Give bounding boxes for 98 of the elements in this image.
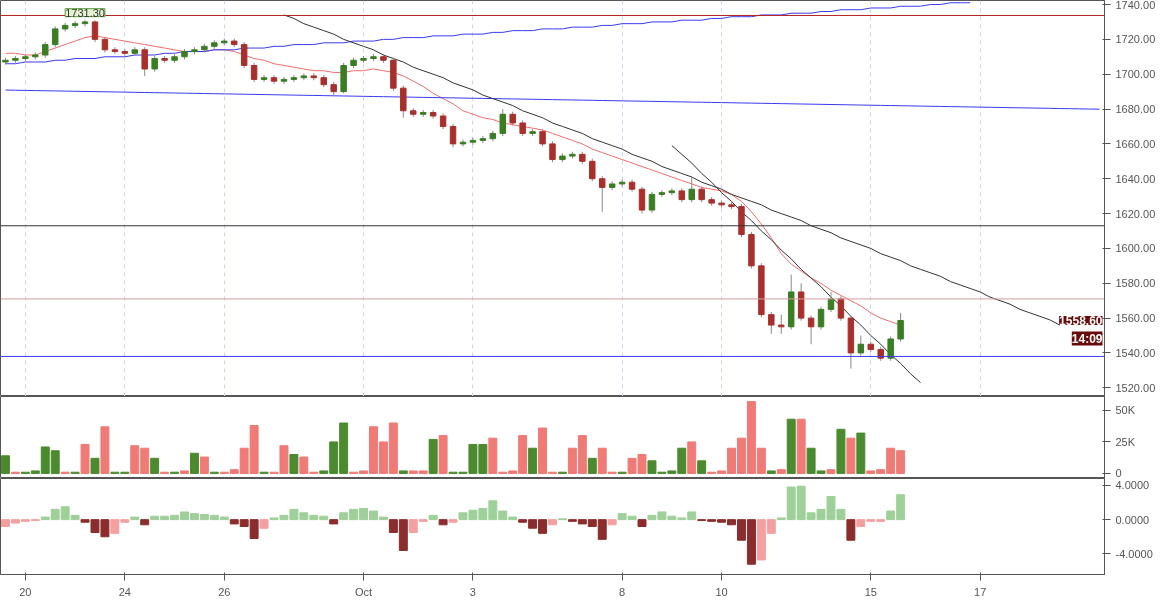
bar (796, 418, 806, 474)
candlestick (260, 74, 268, 83)
bar (189, 452, 199, 474)
y-tick-label: 0.0000 (1115, 513, 1150, 526)
bar (766, 470, 776, 474)
bar (438, 435, 448, 474)
bar (289, 454, 299, 474)
bar (528, 447, 538, 474)
bar (180, 470, 189, 474)
bar (428, 438, 438, 474)
candlestick (499, 108, 507, 137)
bar (329, 519, 339, 525)
x-tick-label: 15 (864, 585, 877, 598)
candlestick (91, 19, 99, 43)
candlestick (598, 175, 606, 213)
bar (687, 441, 697, 474)
candlestick (71, 20, 79, 29)
candlestick (240, 41, 248, 69)
y-tick-label: 4.0000 (1115, 479, 1150, 492)
candlestick (638, 186, 646, 215)
candlestick (479, 135, 487, 144)
y-tick-label: 1540.00 (1115, 346, 1156, 359)
bar (150, 457, 160, 474)
candlestick (449, 123, 457, 148)
candlestick (648, 191, 656, 214)
annotation: 1731.30 (65, 6, 105, 19)
bar (259, 519, 269, 529)
bar (776, 469, 786, 474)
candlestick (807, 314, 815, 345)
y-tick-label: 1680.00 (1115, 103, 1156, 116)
y-tick-label: 0 (1115, 466, 1122, 479)
candlestick (817, 306, 825, 330)
bar (428, 514, 438, 521)
bar (637, 519, 647, 527)
candlestick (280, 76, 288, 85)
x-tick-label: 26 (218, 585, 231, 598)
bar (130, 516, 140, 521)
line-series (4, 89, 1101, 110)
x-tick-label: 20 (19, 585, 32, 598)
y-tick-label: 1520.00 (1115, 381, 1156, 394)
x-tick-label: 17 (974, 585, 987, 598)
candlestick (141, 46, 148, 77)
candlestick (688, 176, 695, 203)
bar (846, 519, 856, 541)
y-tick-label: 1700.00 (1115, 68, 1156, 81)
bar (199, 456, 209, 474)
bar (448, 519, 458, 523)
y-tick-label: 50K (1115, 404, 1136, 417)
bar (587, 457, 597, 474)
candlestick (897, 312, 904, 343)
y-tick-label: -4.0000 (1115, 547, 1153, 560)
candlestick (668, 187, 676, 196)
bar (80, 443, 90, 474)
candlestick (887, 335, 894, 362)
x-tick-label: 3 (469, 585, 476, 598)
candlestick (111, 46, 119, 55)
candlestick (778, 314, 785, 335)
y-tick-label: 1660.00 (1115, 137, 1156, 150)
bar (826, 469, 836, 474)
bar (140, 519, 150, 526)
bar (438, 519, 448, 526)
candlestick (768, 311, 775, 335)
bar (548, 519, 557, 526)
bar (697, 460, 707, 474)
bar (398, 470, 408, 474)
candlestick (469, 137, 477, 146)
y-tick-label: 1560.00 (1115, 312, 1156, 325)
bar (100, 426, 110, 474)
x-tick-label: Oct (354, 585, 373, 598)
y-tick-label: 25K (1115, 435, 1136, 448)
candlestick (658, 189, 666, 198)
bar (856, 432, 866, 474)
x-tick-label: 10 (715, 585, 728, 598)
bar (846, 437, 856, 474)
y-tick-label: 1580.00 (1115, 277, 1156, 290)
candlestick (250, 62, 258, 83)
bar (836, 428, 846, 474)
candlestick (290, 74, 298, 83)
candlestick (400, 85, 407, 119)
bar (786, 418, 796, 474)
x-tick-label: 24 (118, 585, 131, 598)
candlestick (51, 25, 59, 48)
annotation: 1558.60 (1059, 314, 1103, 329)
candlestick (300, 72, 308, 81)
y-tick-label: 1740.00 (1115, 0, 1156, 11)
annotation: 14:09 (1071, 331, 1103, 346)
y-tick-label: 1620.00 (1115, 207, 1156, 220)
y-tick-label: 1600.00 (1115, 242, 1156, 255)
x-tick-label: 8 (619, 585, 626, 598)
y-tick-label: 1720.00 (1115, 33, 1156, 46)
candlestick (857, 335, 865, 357)
y-tick-label: 1640.00 (1115, 172, 1156, 185)
candlestick (589, 158, 596, 182)
candlestick (549, 140, 556, 163)
bar (90, 457, 100, 474)
candlestick (618, 179, 626, 188)
bar (0, 455, 10, 474)
bar (607, 519, 617, 526)
